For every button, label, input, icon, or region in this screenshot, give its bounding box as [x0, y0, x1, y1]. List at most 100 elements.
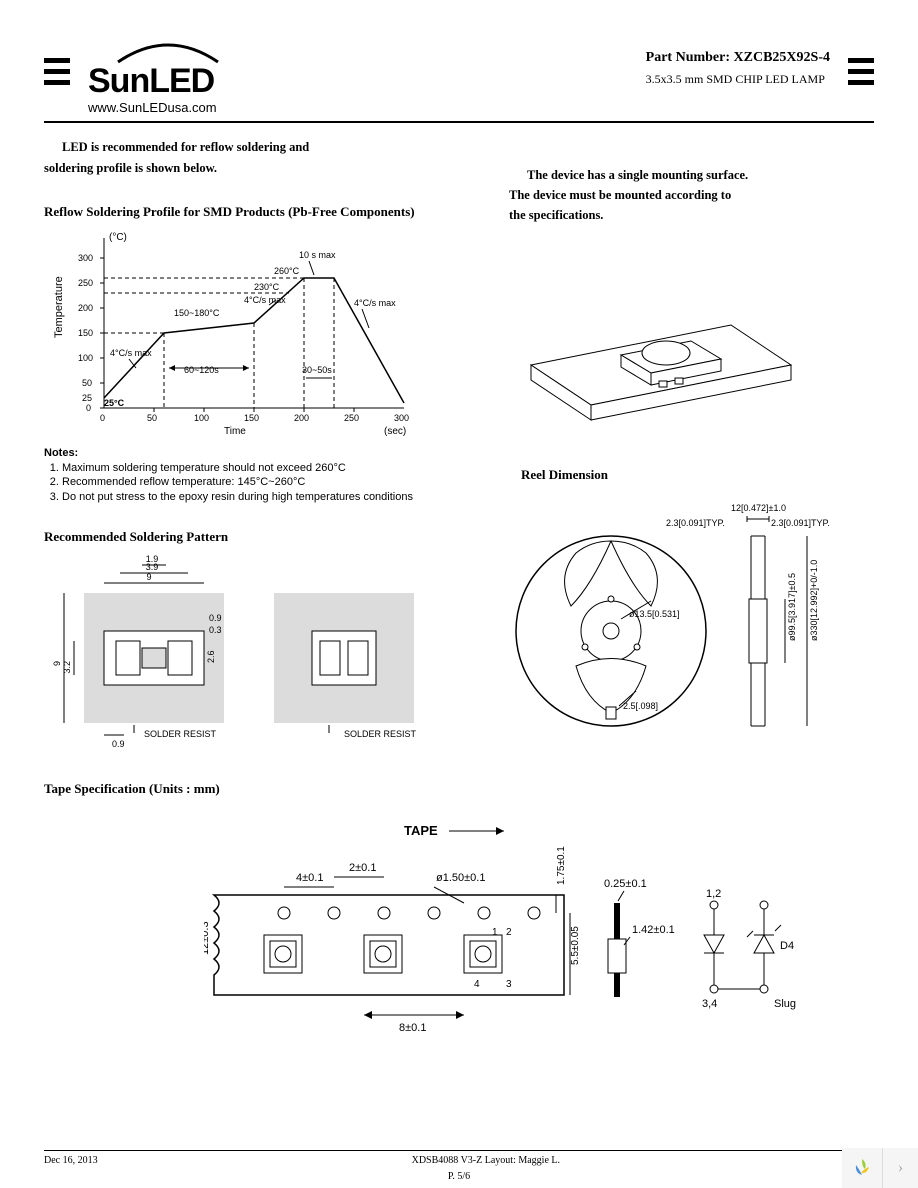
intro-line: The device must be mounted according to — [509, 185, 874, 205]
next-arrow-icon[interactable]: › — [882, 1148, 918, 1188]
svg-text:0.3: 0.3 — [209, 625, 222, 635]
intro-left: LED is recommended for reflow soldering … — [44, 137, 447, 180]
svg-text:12±0.3: 12±0.3 — [204, 921, 211, 955]
svg-text:SOLDER RESIST: SOLDER RESIST — [144, 729, 217, 739]
svg-text:0.9: 0.9 — [209, 613, 222, 623]
svg-text:25: 25 — [82, 393, 92, 403]
reel-title: Reel Dimension — [471, 467, 874, 483]
footer-date: Dec 16, 2013 — [44, 1155, 98, 1166]
svg-text:0.25±0.1: 0.25±0.1 — [604, 878, 647, 890]
svg-text:2±0.1: 2±0.1 — [349, 862, 376, 874]
note-item: Maximum soldering temperature should not… — [62, 461, 447, 476]
svg-text:ø1.50±0.1: ø1.50±0.1 — [436, 872, 485, 884]
svg-text:1,2: 1,2 — [706, 888, 721, 900]
svg-text:260°C: 260°C — [274, 266, 300, 276]
note-item: Do not put stress to the epoxy resin dur… — [62, 490, 447, 505]
svg-text:(sec): (sec) — [384, 426, 406, 437]
product-desc: 3.5x3.5 mm SMD CHIP LED LAMP — [646, 72, 830, 87]
logo-block: SunLED www.SunLEDusa.com — [88, 40, 248, 115]
svg-text:30~50s: 30~50s — [302, 365, 332, 375]
svg-text:150~180°C: 150~180°C — [174, 308, 220, 318]
svg-text:3.2: 3.2 — [62, 661, 72, 674]
svg-text:4: 4 — [474, 979, 480, 990]
soldering-pattern-diagram: 9 3.9 1.9 9 3.2 0.9 0.3 2.6 0.9 SOLDER R… — [44, 553, 447, 757]
svg-text:3: 3 — [506, 979, 512, 990]
svg-text:4°C/s max: 4°C/s max — [244, 295, 286, 305]
page-footer: Dec 16, 2013 XDSB4088 V3-Z Layout: Maggi… — [44, 1150, 874, 1166]
svg-text:9: 9 — [52, 661, 62, 666]
svg-text:60~120s: 60~120s — [184, 365, 219, 375]
svg-text:230°C: 230°C — [254, 282, 280, 292]
page-number: P. 5/6 — [0, 1171, 918, 1182]
left-column: LED is recommended for reflow soldering … — [44, 137, 447, 805]
header-info: Part Number: XZCB25X92S-4 3.5x3.5 mm SMD… — [646, 50, 830, 87]
svg-text:200: 200 — [294, 413, 309, 423]
corner-widget: › — [842, 1148, 918, 1188]
widget-logo-icon[interactable] — [842, 1148, 882, 1188]
svg-text:2.6: 2.6 — [206, 651, 216, 664]
svg-text:150: 150 — [78, 328, 93, 338]
svg-text:150: 150 — [244, 413, 259, 423]
svg-text:1.75±0.1: 1.75±0.1 — [556, 846, 567, 885]
menu-icon[interactable] — [848, 58, 874, 85]
mounting-3d-diagram — [471, 245, 874, 449]
svg-text:2.3[0.091]TYP.: 2.3[0.091]TYP. — [666, 518, 725, 528]
svg-text:(°C): (°C) — [109, 232, 127, 243]
svg-text:D4: D4 — [780, 940, 794, 952]
svg-text:ø99.5[3.917]±0.5: ø99.5[3.917]±0.5 — [787, 573, 797, 641]
svg-text:2: 2 — [506, 927, 512, 938]
note-item: Recommended reflow temperature: 145°C~26… — [62, 475, 447, 490]
intro-line: the specifications. — [509, 205, 874, 225]
svg-text:25°C: 25°C — [104, 398, 125, 408]
tape-spec-diagram: TAPE 2±0.1 4±0.1 ø1.50±0.1 1.75±0.1 — [204, 815, 874, 1049]
svg-text:ø330[12.992]+0/-1.0: ø330[12.992]+0/-1.0 — [809, 560, 819, 641]
svg-text:8±0.1: 8±0.1 — [399, 1022, 426, 1034]
svg-text:0.9: 0.9 — [112, 739, 125, 749]
part-label: Part Number: — [646, 50, 730, 65]
svg-text:Slug: Slug — [774, 998, 796, 1010]
intro-line: soldering profile is shown below. — [44, 158, 447, 179]
svg-text:ø13.5[0.531]: ø13.5[0.531] — [629, 609, 680, 619]
svg-text:1.42±0.1: 1.42±0.1 — [632, 924, 675, 936]
svg-text:200: 200 — [78, 303, 93, 313]
svg-text:300: 300 — [78, 253, 93, 263]
reel-dimension-diagram: 12[0.472]±1.0 2.3[0.091]TYP. 2.3[0.091]T… — [471, 491, 874, 745]
svg-text:0: 0 — [100, 413, 105, 423]
svg-text:3,4: 3,4 — [702, 998, 717, 1010]
svg-text:0: 0 — [86, 403, 91, 413]
intro-line: The device has a single mounting surface… — [509, 165, 874, 185]
logo-text: SunLED — [88, 64, 248, 98]
svg-text:Time: Time — [224, 426, 246, 437]
svg-text:SOLDER RESIST: SOLDER RESIST — [344, 729, 417, 739]
footer-doc: XDSB4088 V3-Z Layout: Maggie L. — [412, 1155, 560, 1166]
svg-text:50: 50 — [82, 378, 92, 388]
svg-text:50: 50 — [147, 413, 157, 423]
intro-right: The device has a single mounting surface… — [471, 165, 874, 225]
logo-arc-icon — [88, 40, 248, 64]
svg-text:2.3[0.091]TYP.: 2.3[0.091]TYP. — [771, 518, 830, 528]
y-axis-label: Temperature — [53, 276, 65, 338]
notes-title: Notes: — [44, 447, 447, 459]
svg-text:4°C/s max: 4°C/s max — [354, 298, 396, 308]
svg-text:TAPE: TAPE — [404, 823, 438, 838]
svg-text:250: 250 — [78, 278, 93, 288]
reflow-chart-diagram: Temperature (°C) 0 25 50 100 150 200 250… — [44, 228, 447, 506]
svg-text:4°C/s max: 4°C/s max — [110, 348, 152, 358]
svg-text:300: 300 — [394, 413, 409, 423]
soldering-title: Recommended Soldering Pattern — [44, 529, 447, 545]
svg-text:2.5[.098]: 2.5[.098] — [623, 701, 658, 711]
svg-text:100: 100 — [78, 353, 93, 363]
right-column: The device has a single mounting surface… — [471, 137, 874, 805]
svg-text:1.9: 1.9 — [146, 554, 159, 564]
part-number: XZCB25X92S-4 — [734, 50, 830, 65]
svg-text:1: 1 — [492, 927, 498, 938]
svg-text:4±0.1: 4±0.1 — [296, 872, 323, 884]
svg-text:10 s max: 10 s max — [299, 250, 336, 260]
menu-icon[interactable] — [44, 58, 70, 85]
reflow-notes: Notes: Maximum soldering temperature sho… — [44, 447, 447, 506]
svg-text:100: 100 — [194, 413, 209, 423]
logo-url: www.SunLEDusa.com — [88, 100, 248, 115]
svg-text:250: 250 — [344, 413, 359, 423]
svg-text:5.5±0.05: 5.5±0.05 — [570, 926, 581, 965]
intro-line: LED is recommended for reflow soldering … — [44, 137, 447, 158]
